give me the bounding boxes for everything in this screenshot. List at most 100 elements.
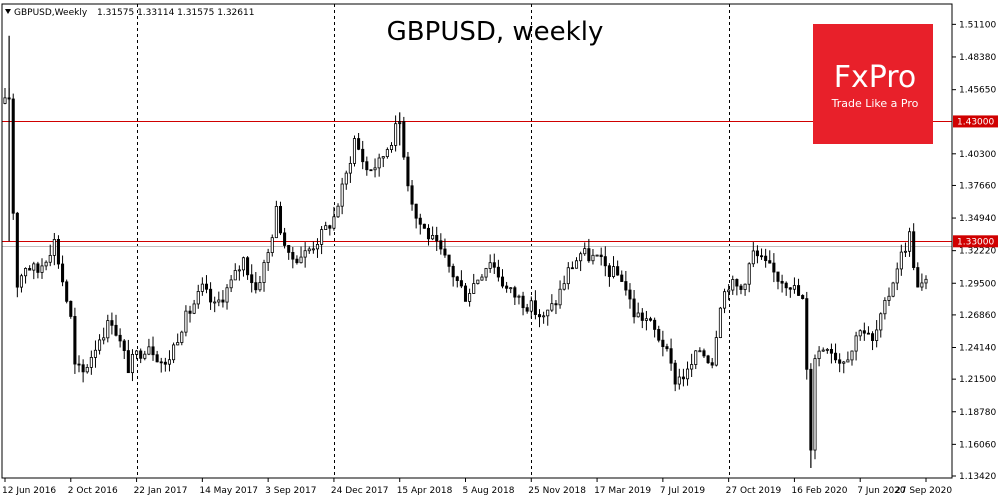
candle-body [838,359,842,364]
candle-body [755,250,759,257]
candle-18 [77,355,81,373]
candle-body [180,331,184,343]
candle-body [743,283,747,290]
candle-153 [632,290,636,324]
candle-81 [336,203,340,218]
candle-178 [735,278,739,296]
candle-body [595,254,599,257]
candle-180 [743,283,747,296]
candle-207 [854,331,858,361]
candle-body [509,287,513,290]
candle-body [56,239,60,265]
candle-body [924,278,928,284]
candle-44 [184,305,188,337]
candle-body [89,357,93,368]
level-label-0: 1.43000 [957,117,994,127]
candle-body [81,364,85,373]
candle-61 [254,272,258,294]
candle-body [196,291,200,305]
candle-body [361,148,365,163]
candle-52 [217,291,221,307]
level-label-bg-1 [953,235,998,248]
x-tick-label-13: 7 Jun 2020 [857,486,906,496]
candle-body [505,285,509,289]
y-tick-label-9: 1.29500 [959,279,996,289]
candle-body [546,309,550,317]
candle-body [324,225,328,230]
candle-77 [320,226,324,255]
candle-body [883,300,887,315]
candle-body [98,339,102,351]
x-tick-label-2: 22 Jan 2017 [134,486,188,496]
candle-15 [65,279,69,304]
candle-38 [159,357,163,373]
candle-140 [579,251,583,272]
symbol-menu-icon[interactable] [5,9,11,14]
candle-125 [517,294,521,305]
candle-body [155,354,159,363]
candle-156 [644,310,648,331]
candle-79 [328,224,332,236]
candle-151 [624,270,628,296]
candle-body [459,280,463,287]
candle-47 [196,284,200,309]
candle-208 [858,329,862,341]
candle-body [385,149,389,157]
candle-body [455,276,459,282]
candle-body [52,239,56,256]
candle-103 [426,224,431,246]
symbol-info: GBPUSD,Weekly [14,8,88,18]
candle-177 [731,275,735,295]
candle-142 [587,238,591,263]
candle-body [320,229,324,245]
candle-body [44,261,48,267]
candle-165 [681,368,685,387]
candle-body [270,237,274,253]
candle-163 [673,359,677,392]
candle-body [727,289,731,293]
candle-body [299,256,303,264]
candle-19 [81,359,85,383]
candle-74 [307,246,311,254]
candle-body [706,355,710,364]
candle-body [488,262,492,269]
y-tick-label-10: 1.26860 [959,311,996,321]
candle-body [723,291,727,309]
y-tick-label-6: 1.34940 [959,214,996,224]
candle-173 [714,330,718,367]
candle-body [61,263,65,283]
candle-119 [492,253,496,274]
candle-82 [340,177,344,215]
candle-112 [463,283,468,302]
candle-body [336,205,340,218]
level-label-bg-0 [953,115,998,128]
candle-9 [40,258,44,279]
candle-5 [24,267,28,284]
y-tick-label-4: 1.40300 [959,150,996,160]
candle-body [19,275,23,288]
candle-body [797,285,801,296]
candle-78 [324,221,328,230]
candle-body [813,358,817,451]
candle-60 [250,264,254,293]
candle-body [640,312,644,321]
candle-body [414,203,418,219]
candle-127 [525,303,529,314]
candle-body [558,288,562,306]
candle-221 [912,223,916,271]
candle-160 [661,330,665,357]
candle-86 [357,132,361,151]
candle-145 [599,247,603,266]
candle-131 [542,311,546,324]
candle-body [295,258,299,264]
candle-26 [110,312,114,335]
candle-129 [533,290,537,320]
candle-210 [866,326,870,335]
candle-72 [299,246,303,264]
candle-body [24,268,28,277]
candle-body [657,329,661,341]
candle-body [266,252,270,263]
candle-102 [422,223,426,229]
y-tick-label-13: 1.18780 [959,408,996,418]
candle-150 [620,270,624,282]
